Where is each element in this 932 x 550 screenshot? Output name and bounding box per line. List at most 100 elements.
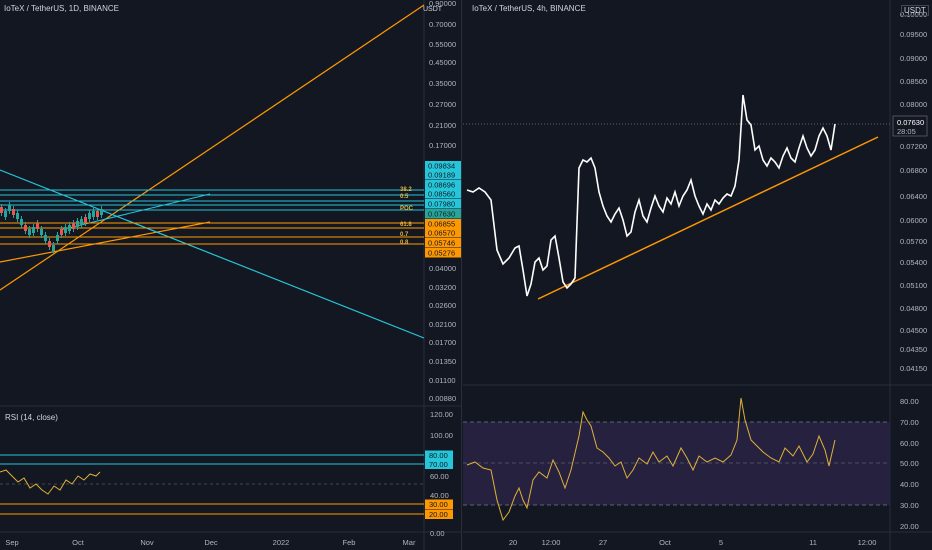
rsi-scale-label: 40.00 [900, 480, 919, 489]
rsi-scale-label: 60.00 [900, 439, 919, 448]
price-badge-label: 0.08696 [428, 181, 455, 190]
rsi-badge-label: 70.00 [429, 460, 448, 469]
rsi-scale-label: 80.00 [900, 397, 919, 406]
support-trendline [537, 136, 879, 300]
candle-body [80, 219, 83, 225]
candle-body [36, 223, 39, 229]
price-badge [425, 189, 461, 199]
time-axis-label: Nov [140, 538, 154, 547]
candle-body [20, 219, 23, 225]
price-scale-label: 0.04800 [900, 304, 927, 313]
price-scale-label: 0.05100 [900, 281, 927, 290]
price-badge-label: 0.08560 [428, 190, 455, 199]
left-currency-label: USDT [423, 6, 443, 13]
candle-body [16, 213, 19, 219]
fib-level-label: 0.7 [400, 232, 409, 238]
candle-body [72, 223, 75, 229]
price-scale-label: 0.55000 [429, 40, 456, 49]
time-axis-label: Oct [659, 538, 672, 547]
price-scale-label: 0.02600 [429, 301, 456, 310]
left-chart-title: IoTeX / TetherUS, 1D, BINANCE [4, 4, 120, 13]
rsi-band [463, 422, 890, 505]
price-badge [425, 228, 461, 238]
price-badge-label: 0.06570 [428, 229, 455, 238]
rsi-line [466, 397, 836, 522]
time-axis-label: Mar [403, 538, 416, 547]
time-axis-label: 12:00 [858, 538, 877, 547]
price-scale-label: 0.04350 [900, 345, 927, 354]
price-scale-label: 0.04500 [900, 326, 927, 335]
price-scale-label: 0.04000 [429, 264, 456, 273]
right-currency-label: USDT [901, 5, 929, 16]
candle-body [88, 213, 91, 219]
price-badge-label: 0.07980 [428, 200, 455, 209]
rsi-scale-label: 70.00 [900, 418, 919, 427]
rsi-scale-label: 100.00 [430, 431, 453, 440]
candle-body [0, 207, 3, 213]
rsi-line [0, 469, 101, 495]
time-axis-label: 12:00 [542, 538, 561, 547]
candle-body [64, 227, 67, 233]
rsi-badge [425, 450, 453, 460]
time-axis-label: Oct [72, 538, 85, 547]
rsi-scale-label: 30.00 [900, 501, 919, 510]
price-scale-label: 0.70000 [429, 20, 456, 29]
price-badge-label: 0.05746 [428, 239, 455, 248]
candle-body [60, 229, 63, 235]
rsi-badge-label: 30.00 [429, 500, 448, 509]
price-badge [425, 238, 461, 248]
rsi-badge [425, 499, 453, 509]
candle-body [96, 211, 99, 217]
candle-body [68, 225, 71, 231]
time-axis-label: 2022 [273, 538, 290, 547]
candle-body [100, 209, 103, 215]
candle-body [44, 235, 47, 241]
candle-body [52, 245, 55, 251]
left-chart-pane[interactable]: 0.90000 0.70000 0.55000 0.45000 0.35000 0.270… [0, 0, 462, 550]
candle-body [48, 241, 51, 247]
price-badge-label: 0.05276 [428, 249, 455, 258]
falling-trendline [0, 169, 425, 339]
price-scale-label: 0.01700 [429, 338, 456, 347]
right-chart-canvas[interactable]: 0.10000 0.09500 0.09000 0.08500 0.08000 0.072… [463, 0, 932, 550]
price-badge-label: 0.07630 [428, 210, 455, 219]
fib-level-label: 61.8 [400, 222, 412, 228]
candle-body [40, 229, 43, 235]
price-badge-label: 0.06855 [428, 220, 455, 229]
time-axis-label: Feb [343, 538, 356, 547]
rsi-scale-label: 0.00 [430, 529, 445, 538]
price-scale-label: 0.10000 [900, 10, 927, 19]
countdown-value: 28:05 [897, 127, 916, 136]
candle-body [76, 221, 79, 227]
last-price-badge [892, 115, 928, 137]
rsi-scale-label: 20.00 [900, 522, 919, 531]
rsi-scale-label: 50.00 [900, 459, 919, 468]
price-badge-label: 0.09189 [428, 171, 455, 180]
rsi-badge [425, 459, 453, 469]
right-chart-pane[interactable]: 0.10000 0.09500 0.09000 0.08500 0.08000 0.072… [463, 0, 932, 550]
price-badge-label: 0.09834 [428, 162, 455, 171]
time-axis-label: 11 [809, 538, 817, 547]
price-badge [425, 248, 461, 258]
right-chart-title: IoTeX / TetherUS, 4h, BINANCE [472, 4, 586, 13]
price-scale-label: 0.90000 [429, 0, 456, 8]
price-scale-label: 0.01100 [429, 376, 456, 385]
rsi-badge [425, 509, 453, 519]
time-axis-label: Dec [204, 538, 218, 547]
price-scale-label: 0.04150 [900, 364, 927, 373]
price-badge [425, 170, 461, 180]
price-scale-label: 0.03200 [429, 283, 456, 292]
fib-level-label: 0.5 [400, 194, 409, 200]
price-scale-label: 0.02100 [429, 320, 456, 329]
price-scale-label: 0.05400 [900, 258, 927, 267]
candle-body [32, 227, 35, 233]
candle-body [24, 225, 27, 231]
candle-body [84, 217, 87, 223]
price-badge [425, 199, 461, 209]
price-badge [425, 180, 461, 190]
left-chart-canvas[interactable]: 0.90000 0.70000 0.55000 0.45000 0.35000 0.270… [0, 0, 462, 550]
fib-level-label: 0.8 [400, 240, 409, 246]
price-scale-label: 0.27000 [429, 100, 456, 109]
price-scale-label: 0.35000 [429, 79, 456, 88]
price-scale-label: 0.07200 [900, 142, 927, 151]
